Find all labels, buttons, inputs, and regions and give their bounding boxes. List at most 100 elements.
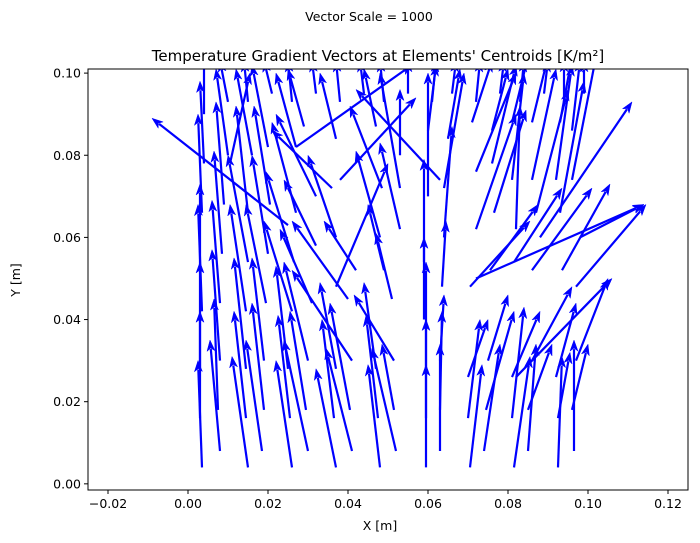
gradient-vector bbox=[513, 187, 563, 263]
gradient-vector bbox=[474, 113, 517, 230]
gradient-vector bbox=[232, 105, 250, 213]
gradient-vector bbox=[430, 69, 440, 102]
x-tick-label: 0.12 bbox=[654, 496, 682, 511]
gradient-vector bbox=[378, 142, 402, 230]
gradient-vector bbox=[318, 318, 336, 419]
gradient-vector bbox=[530, 69, 550, 123]
chart-suptitle: Vector Scale = 1000 bbox=[305, 9, 433, 24]
gradient-vector bbox=[539, 101, 633, 239]
gradient-vector bbox=[490, 69, 510, 131]
x-tick-label: −0.02 bbox=[89, 496, 127, 511]
gradient-vector bbox=[195, 183, 205, 267]
x-axis-label: X [m] bbox=[363, 518, 397, 533]
gradient-vector bbox=[249, 69, 270, 148]
gradient-vector bbox=[271, 130, 333, 189]
gradient-vector bbox=[339, 97, 417, 181]
gradient-vector bbox=[376, 69, 386, 102]
gradient-vector bbox=[323, 220, 357, 271]
gradient-vector bbox=[515, 277, 613, 378]
gradient-vector bbox=[291, 269, 353, 362]
gradient-vector bbox=[526, 343, 553, 411]
gradient-vector bbox=[542, 69, 552, 94]
gradient-vector bbox=[248, 257, 266, 361]
gradient-vector bbox=[575, 203, 647, 288]
y-tick-label: 0.00 bbox=[53, 476, 81, 491]
gradient-vector bbox=[227, 203, 248, 312]
gradient-vector bbox=[251, 105, 272, 205]
gradient-vector bbox=[262, 69, 274, 94]
gradient-vector bbox=[243, 339, 264, 452]
gradient-vector bbox=[273, 359, 294, 468]
x-tick-label: 0.00 bbox=[174, 496, 202, 511]
gradient-vector bbox=[213, 69, 230, 156]
x-tick-label: 0.02 bbox=[254, 496, 282, 511]
gradient-vector bbox=[284, 69, 294, 102]
gradient-vector bbox=[510, 306, 528, 419]
gradient-vector bbox=[151, 117, 289, 226]
x-tick-label: 0.08 bbox=[494, 496, 522, 511]
gradient-vector bbox=[466, 318, 489, 378]
gradient-vector bbox=[313, 368, 338, 468]
gradient-vector bbox=[475, 204, 645, 280]
gradient-vector bbox=[395, 88, 405, 156]
gradient-vector bbox=[193, 359, 204, 468]
y-tick-label: 0.04 bbox=[53, 312, 81, 327]
gradient-vector bbox=[490, 69, 518, 164]
gradient-vector bbox=[327, 302, 352, 411]
gradient-vector bbox=[249, 154, 270, 255]
gradient-vector bbox=[361, 281, 378, 369]
gradient-vector bbox=[272, 265, 290, 369]
gradient-vector bbox=[275, 113, 317, 197]
gradient-vector bbox=[442, 72, 467, 189]
gradient-vector bbox=[554, 302, 578, 378]
gradient-vector bbox=[558, 69, 571, 123]
gradient-vector bbox=[498, 69, 508, 94]
gradient-vector bbox=[423, 72, 433, 197]
gradient-vector bbox=[202, 69, 206, 115]
gradient-vector bbox=[486, 294, 509, 361]
x-tick-label: 0.06 bbox=[414, 496, 442, 511]
gradient-vector bbox=[210, 150, 224, 254]
gradient-vector bbox=[438, 294, 448, 361]
gradient-vector bbox=[468, 363, 486, 468]
gradient-vector bbox=[193, 203, 204, 312]
gradient-vector bbox=[291, 220, 349, 300]
gradient-vector bbox=[570, 69, 595, 181]
gradient-vector bbox=[349, 105, 384, 189]
gradient-vector bbox=[450, 69, 460, 94]
gradient-vector bbox=[332, 69, 342, 102]
gradient-vector bbox=[208, 199, 222, 304]
gradient-vector bbox=[570, 343, 590, 411]
gradient-vector bbox=[374, 232, 394, 300]
y-tick-label: 0.10 bbox=[53, 66, 81, 81]
gradient-vector bbox=[531, 286, 573, 362]
gradient-vector bbox=[355, 88, 441, 181]
gradient-vector bbox=[193, 113, 204, 213]
gradient-vector bbox=[364, 363, 382, 468]
gradient-vector bbox=[518, 69, 528, 102]
gradient-vector bbox=[212, 101, 226, 205]
gradient-vector bbox=[240, 69, 250, 102]
gradient-vector bbox=[229, 355, 250, 468]
y-axis-ticks: 0.00 0.02 0.04 0.06 0.08 0.10 bbox=[53, 66, 88, 491]
gradient-vector bbox=[248, 302, 266, 411]
y-tick-label: 0.08 bbox=[53, 148, 81, 163]
gradient-vector bbox=[354, 150, 382, 238]
gradient-vector bbox=[474, 69, 484, 102]
gradient-vector bbox=[559, 69, 569, 102]
gradient-vector bbox=[282, 261, 310, 361]
gradient-vector bbox=[217, 69, 230, 103]
gradient-vector bbox=[484, 310, 516, 411]
y-tick-label: 0.02 bbox=[53, 394, 81, 409]
gradient-vector bbox=[574, 277, 609, 362]
gradient-vector bbox=[307, 154, 338, 238]
gradient-vector bbox=[274, 72, 298, 148]
gradient-vector bbox=[530, 69, 558, 181]
gradient-vector bbox=[287, 310, 308, 411]
gradient-vector bbox=[556, 351, 573, 419]
gradient-vector bbox=[208, 248, 222, 361]
gradient-vector bbox=[510, 310, 541, 378]
gradient-vector bbox=[353, 294, 395, 362]
gradient-vector bbox=[446, 69, 463, 140]
